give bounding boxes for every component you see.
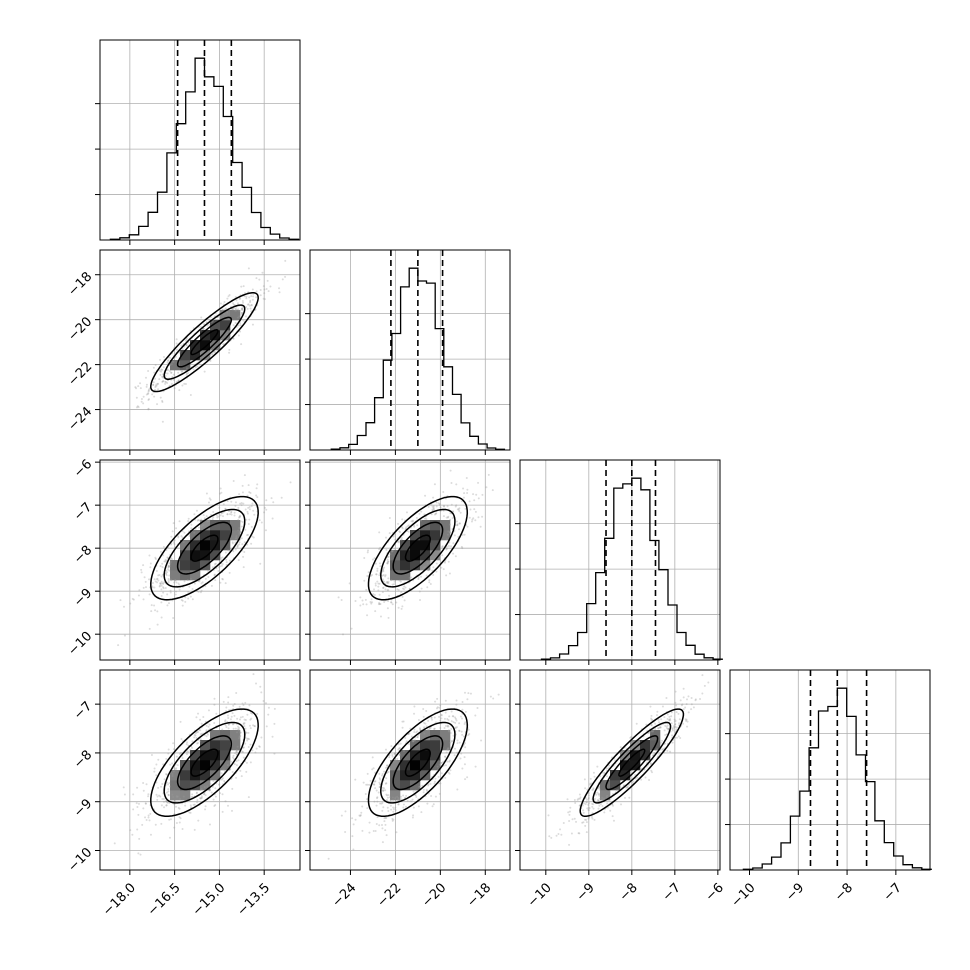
panel-frame (309, 249, 511, 451)
contours (150, 495, 259, 601)
grid-lines (310, 460, 510, 660)
histogram-panel-2 (515, 459, 723, 665)
contour-line (404, 534, 431, 562)
panel-3-0: −18.0 −16.5 −15.0 −13.5 −10 −9 −8 −7 (65, 669, 301, 919)
contour-line (392, 521, 444, 575)
contour-line (190, 329, 219, 356)
x-tick-label: −20 (419, 880, 449, 910)
contour-line (367, 495, 469, 601)
x-tick-label: −13.5 (234, 880, 273, 919)
histogram-panel-3: −10 −9 −8 −7 (725, 669, 932, 910)
x-tick-label: −9 (574, 880, 598, 904)
grid-lines (100, 40, 300, 240)
panel-frame (99, 459, 301, 661)
contour-line (163, 721, 246, 804)
panel-1-0: −24 −22 −20 −18 (65, 249, 301, 455)
grid-lines (520, 460, 720, 660)
x-tick-label: −24 (329, 880, 359, 910)
x-tick-label: −6 (703, 880, 727, 904)
x-tick-label: −8 (617, 880, 641, 904)
contour-line (150, 495, 259, 601)
y-tick-label: −8 (71, 543, 95, 567)
contours (367, 495, 469, 601)
histogram-steps (742, 687, 932, 871)
y-tick-label: −7 (71, 500, 95, 524)
contour-line (190, 534, 219, 562)
contour-line (380, 721, 456, 804)
contour-line (579, 708, 685, 818)
panel-2-1 (305, 459, 511, 665)
y-tick-label: −20 (65, 314, 95, 344)
panel-frame (309, 459, 511, 661)
grid-lines (100, 460, 300, 660)
x-tick-label: −9 (783, 880, 807, 904)
contours (367, 708, 469, 818)
y-tick-label: −8 (71, 748, 95, 772)
contours (150, 708, 259, 818)
x-tick-label: −8 (832, 880, 856, 904)
density-heatmap (390, 520, 451, 581)
x-tick-label: −10 (729, 880, 759, 910)
x-tick-label: −16.5 (145, 880, 184, 919)
contour-line (150, 708, 259, 818)
contours (150, 291, 259, 393)
x-tick-label: −7 (881, 880, 905, 904)
x-tick-label: −22 (374, 880, 404, 910)
y-tick-label: −24 (65, 404, 95, 434)
panel-frame (309, 669, 511, 871)
contour-line (150, 291, 259, 393)
x-tick-label: −18.0 (100, 880, 139, 919)
grid-lines (520, 670, 720, 870)
y-tick-label: −6 (71, 457, 95, 481)
histogram-panel-1 (305, 249, 511, 455)
panel-frame (99, 669, 301, 871)
contour-line (404, 748, 431, 777)
sample-points (113, 673, 276, 856)
panel-frame (99, 39, 301, 241)
contour-line (592, 721, 672, 804)
y-tick-label: −9 (71, 796, 95, 820)
contour-line (176, 735, 233, 791)
contour-line (163, 508, 246, 588)
grid-lines (310, 250, 510, 450)
panel-frame (99, 249, 301, 451)
y-tick-label: −9 (71, 586, 95, 610)
contour-line (618, 748, 646, 777)
panel-3-1: −24 −22 −20 −18 (305, 669, 511, 910)
panel-3-2: −10 −9 −8 −7 −6 (515, 669, 727, 910)
y-tick-label: −7 (71, 699, 95, 723)
panel-frame (519, 459, 721, 661)
density-heatmap (170, 730, 241, 801)
y-tick-label: −22 (65, 359, 95, 389)
contour-line (380, 508, 456, 588)
x-tick-label: −7 (660, 880, 684, 904)
histogram-steps (109, 57, 300, 241)
panel-frame (519, 669, 721, 871)
y-tick-label: −10 (65, 629, 95, 659)
panel-frame (729, 669, 931, 871)
panel-2-0: −10 −9 −8 −7 −6 (65, 457, 301, 665)
y-tick-label: −10 (65, 845, 95, 875)
contour-line (176, 316, 233, 368)
contour-line (176, 521, 233, 575)
contours (579, 708, 685, 818)
contour-line (392, 735, 444, 791)
contour-line (190, 748, 219, 777)
x-tick-label: −18 (464, 880, 494, 910)
grid-lines (730, 670, 930, 870)
x-tick-label: −15.0 (190, 880, 229, 919)
contour-line (367, 708, 469, 818)
y-tick-label: −18 (65, 269, 95, 299)
x-tick-label: −10 (525, 880, 555, 910)
histogram-panel-0 (95, 39, 301, 245)
contour-line (163, 304, 246, 380)
contour-line (605, 735, 659, 791)
